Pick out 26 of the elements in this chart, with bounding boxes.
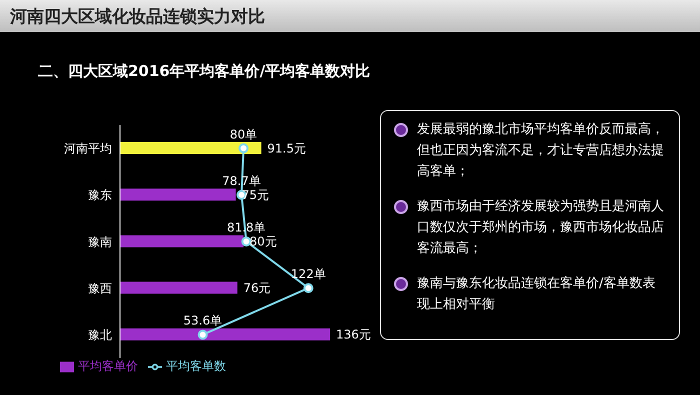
bar (120, 142, 262, 154)
text: 发展最弱的豫北市场平均客单价反而最高，但也正因为客流不足，才让专营店想办法提高客单； (417, 121, 665, 181)
point (238, 143, 249, 154)
text: 豫南与豫东化妆品连锁在客单价/客单数表现上相对平衡 (417, 275, 656, 314)
bar (120, 282, 238, 294)
chart-title: 河南四大区域化妆品连锁实力对比 (10, 6, 265, 28)
y-tick-label: 豫北 (88, 328, 112, 342)
point (303, 283, 314, 294)
bar (120, 235, 244, 248)
bar (120, 188, 236, 201)
y-tick-label: 河南平均 (64, 142, 112, 156)
y-tick-label: 豫东 (88, 188, 112, 202)
text: 豫西市场由于经济发展较为强势且是河南人口数仅次于郑州的市场，豫西市场化妆品店客流最高； (417, 198, 665, 258)
legend-label: 平均客单价 (78, 359, 138, 373)
legend-label: 平均客单数 (166, 359, 226, 373)
data-label: 80单 (230, 127, 258, 142)
data-label: 76元 (243, 281, 271, 296)
y-tick-label: 豫西 (88, 281, 112, 296)
data-label: 53.6单 (183, 314, 222, 328)
chart-subtitle: 二、四大区域2016年平均客单价/平均客单数对比 (38, 62, 370, 81)
data-label: 122单 (290, 267, 326, 282)
bar (120, 328, 330, 340)
y-tick-label: 豫南 (88, 234, 112, 249)
data-label: 136元 (336, 328, 371, 342)
point (198, 330, 208, 340)
data-label: 91.5元 (267, 141, 306, 156)
